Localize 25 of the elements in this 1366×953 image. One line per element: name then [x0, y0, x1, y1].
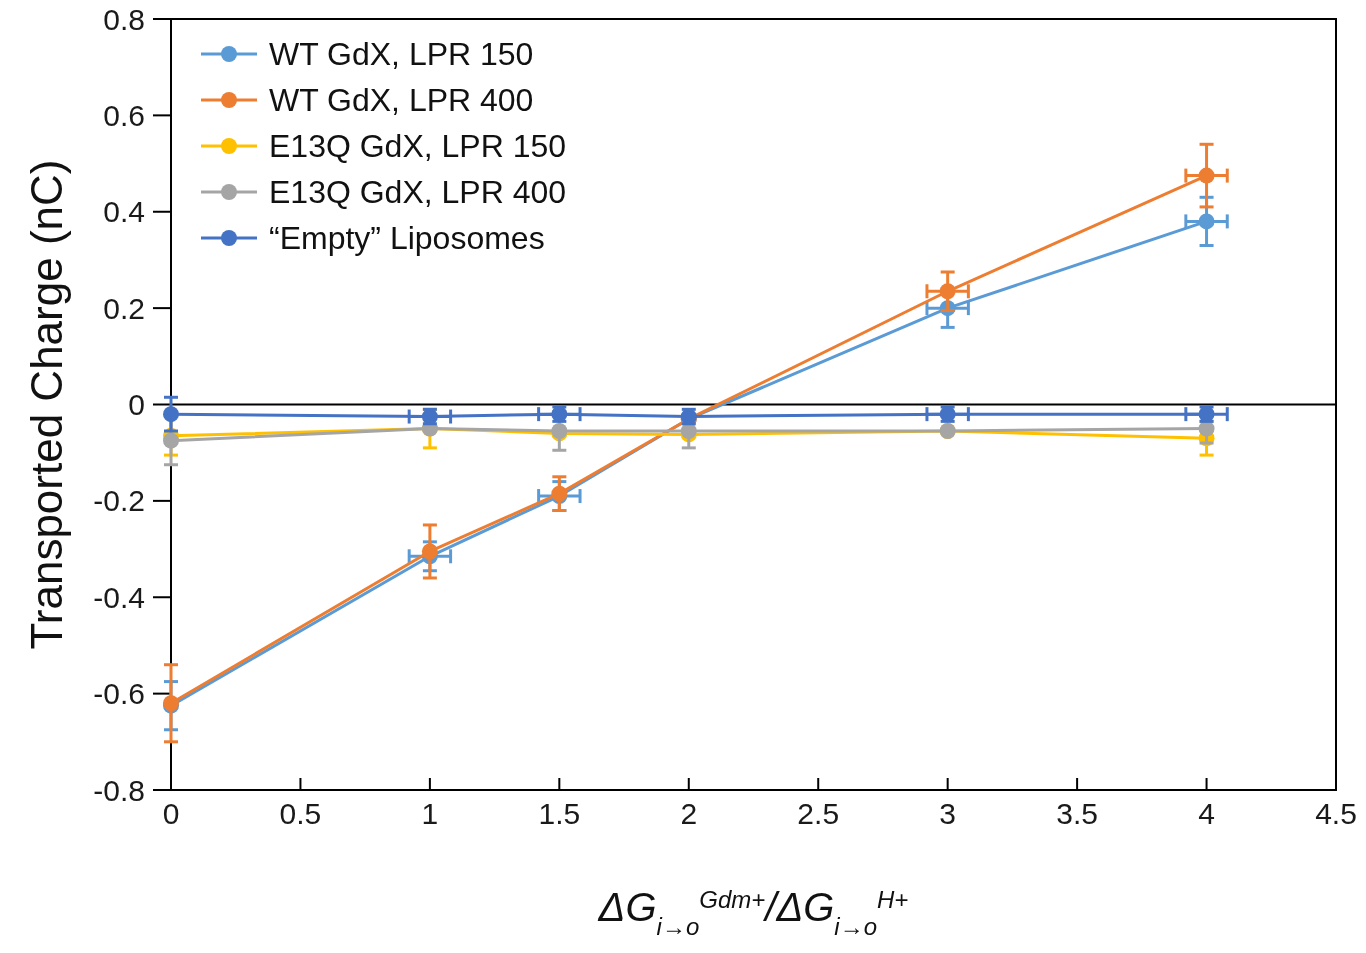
x-tick-label: 2: [680, 797, 698, 830]
y-tick-label: -0.8: [93, 773, 145, 807]
y-axis-title: Transported Charge (nC): [22, 159, 71, 650]
legend-label: “Empty” Liposomes: [269, 220, 545, 257]
y-tick-label: -0.4: [93, 580, 145, 614]
x-tick-label: 2.5: [797, 797, 840, 830]
y-tick-label: 0.4: [103, 195, 145, 229]
legend-label: E13Q GdX, LPR 400: [269, 174, 567, 211]
x-tick-label: 3.5: [1056, 797, 1098, 830]
y-tick-label: 0: [128, 388, 145, 421]
y-tick-label: -0.6: [93, 677, 145, 711]
legend-label: WT GdX, LPR 400: [269, 82, 534, 119]
x-tick-label: 0: [162, 797, 180, 830]
y-tick-label: 0.8: [103, 2, 145, 36]
x-tick-label: 4: [1198, 797, 1215, 830]
x-tick-label: 0.5: [279, 797, 322, 830]
y-tick-label: -0.2: [93, 484, 145, 518]
x-tick-label: 3: [939, 797, 957, 830]
legend-label: E13Q GdX, LPR 150: [269, 128, 567, 165]
legend-label: WT GdX, LPR 150: [269, 36, 534, 73]
x-tick-label: 1: [421, 797, 439, 830]
x-tick-label: 1.5: [538, 797, 581, 830]
x-tick-label: 4.5: [1315, 797, 1357, 830]
y-tick-label: 0.2: [103, 291, 145, 325]
y-tick-label: 0.6: [103, 98, 145, 132]
